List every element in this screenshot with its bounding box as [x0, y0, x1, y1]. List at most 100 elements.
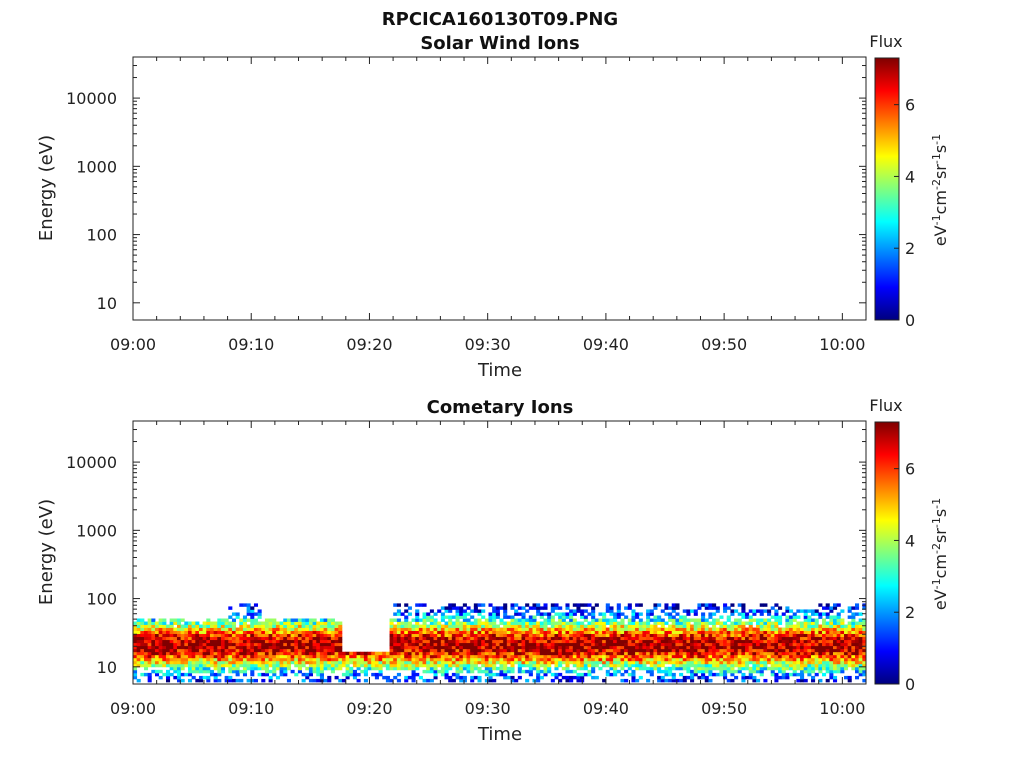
spectrogram-cell: [180, 624, 185, 628]
spectrogram-cell: [646, 639, 651, 644]
spectrogram-cell: [543, 645, 548, 650]
spectrogram-cell: [748, 609, 753, 613]
spectrogram-cell: [814, 642, 819, 647]
spectrogram-cell: [792, 660, 797, 665]
spectrogram-cell: [792, 642, 797, 647]
spectrogram-cell: [704, 645, 709, 650]
spectrogram-cell: [547, 621, 552, 625]
spectrogram-cell: [708, 633, 713, 638]
spectrogram-cell: [213, 654, 218, 659]
spectrogram-cell: [418, 675, 423, 680]
spectrogram-cell: [862, 657, 867, 662]
spectrogram-cell: [275, 624, 281, 628]
spectrogram-cell: [631, 654, 636, 659]
spectrogram-cell: [627, 633, 632, 638]
spectrogram-cell: [144, 660, 149, 665]
spectrogram-cell: [536, 660, 541, 665]
spectrogram-cell: [686, 624, 691, 628]
spectrogram-cell: [140, 651, 145, 656]
spectrogram-cell: [565, 636, 570, 641]
spectrogram-cell: [176, 648, 182, 653]
spectrogram-cell: [561, 627, 566, 631]
spectrogram-cell: [250, 609, 255, 613]
spectrogram-cell: [404, 627, 409, 631]
spectrogram-cell: [338, 645, 343, 650]
spectrogram-cell: [481, 630, 486, 635]
spectrogram-cell: [594, 630, 599, 635]
spectrogram-cell: [547, 645, 552, 650]
spectrogram-cell: [330, 642, 335, 647]
spectrogram-cell: [602, 651, 607, 656]
spectrogram-cell: [349, 654, 354, 659]
spectrogram-cell: [679, 657, 684, 662]
spectrogram-cell: [686, 630, 691, 635]
spectrogram-cell: [286, 639, 291, 644]
spectrogram-cell: [730, 633, 735, 638]
spectrogram-cell: [800, 672, 805, 677]
spectrogram-cell: [565, 624, 570, 628]
spectrogram-cell: [297, 630, 302, 635]
spectrogram-cell: [327, 678, 332, 683]
spectrogram-cell: [462, 636, 467, 641]
spectrogram-cell: [759, 660, 764, 665]
spectrogram-cell: [499, 666, 504, 671]
spectrogram-cell: [635, 630, 640, 635]
spectrogram-cell: [638, 630, 643, 635]
spectrogram-cell: [591, 663, 596, 668]
spectrogram-cell: [470, 630, 475, 635]
spectrogram-cell: [418, 654, 423, 659]
spectrogram-cell: [715, 663, 720, 668]
spectrogram-cell: [301, 633, 306, 638]
spectrogram-cell: [462, 624, 467, 628]
spectrogram-cell: [635, 642, 640, 647]
spectrogram-cell: [528, 660, 533, 665]
spectrogram-cell: [437, 624, 442, 628]
spectrogram-cell: [305, 624, 310, 628]
spectrogram-cell: [598, 660, 603, 665]
spectrogram-cell: [836, 630, 841, 635]
spectrogram-cell: [572, 645, 577, 650]
spectrogram-cell: [495, 657, 500, 662]
spectrogram-cell: [602, 663, 607, 668]
spectrogram-cell: [297, 636, 302, 641]
spectrogram-cell: [191, 657, 196, 662]
spectrogram-cell: [316, 624, 321, 628]
spectrogram-cell: [154, 624, 160, 628]
spectrogram-cell: [180, 666, 185, 671]
spectrogram-cell: [763, 651, 768, 656]
spectrogram-cell: [444, 648, 449, 653]
spectrogram-cell: [800, 651, 805, 656]
spectrogram-cell: [745, 660, 750, 665]
spectrogram-cell: [294, 663, 299, 668]
spectrogram-cell: [818, 642, 823, 647]
spectrogram-cell: [660, 624, 665, 628]
spectrogram-cell: [660, 675, 665, 680]
spectrogram-cell: [481, 645, 486, 650]
spectrogram-cell: [649, 666, 654, 671]
spectrogram-cell: [250, 666, 255, 671]
spectrogram-cell: [418, 651, 423, 656]
spectrogram-cell: [631, 645, 636, 650]
spectrogram-cell: [440, 645, 445, 650]
spectrogram-cell: [462, 648, 467, 653]
spectrogram-cell: [807, 651, 812, 656]
spectrogram-cell: [213, 633, 218, 638]
spectrogram-cell: [580, 624, 585, 628]
spectrogram-cell: [682, 627, 687, 631]
spectrogram-cell: [525, 642, 530, 647]
spectrogram-cell: [686, 669, 691, 674]
spectrogram-cell: [822, 666, 827, 671]
spectrogram-cell: [481, 648, 486, 653]
spectrogram-cell: [690, 639, 695, 644]
spectrogram-cell: [334, 651, 339, 656]
spectrogram-cell: [385, 666, 390, 671]
spectrogram-cell: [275, 639, 281, 644]
spectrogram-cell: [235, 639, 240, 644]
spectrogram-cell: [671, 648, 676, 653]
spectrogram-cell: [829, 666, 834, 671]
spectrogram-cell: [521, 633, 526, 638]
spectrogram-cell: [473, 675, 478, 680]
spectrogram-cell: [657, 630, 662, 635]
spectrogram-cell: [712, 660, 717, 665]
spectrogram-cell: [525, 660, 530, 665]
